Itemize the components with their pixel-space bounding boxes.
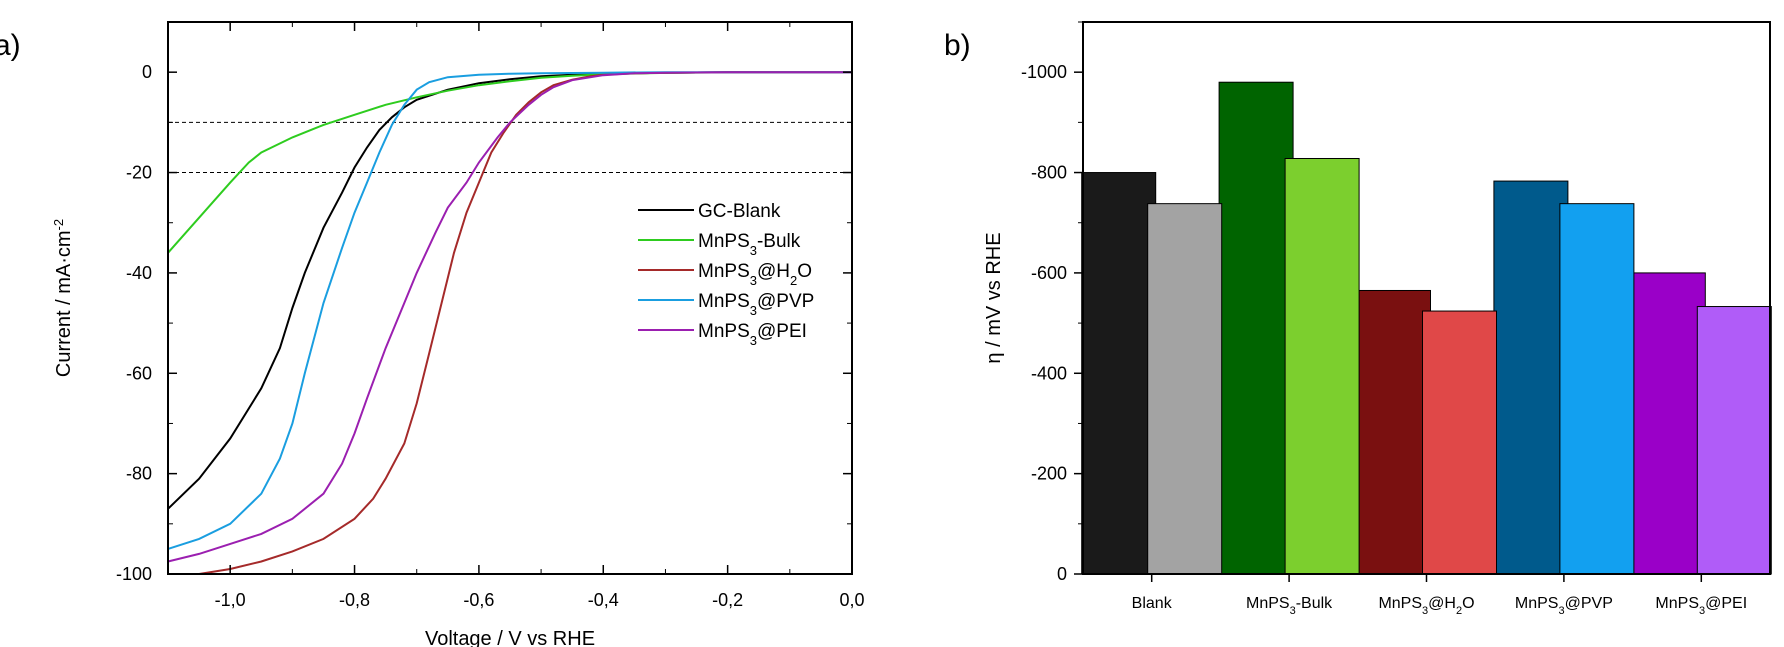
y-tick-label: -60: [126, 363, 152, 383]
category-label-4: MnPS3@PEI: [1655, 595, 1747, 617]
x-tick-label: -0,8: [339, 590, 370, 610]
panel-label-b: b): [944, 29, 971, 62]
y-tick-label: -200: [1031, 464, 1067, 484]
x-tick-label: -0,4: [588, 590, 619, 610]
bar-s0-c2: [1356, 289, 1431, 575]
series-line-3: [167, 71, 852, 550]
y-tick-label: -600: [1031, 263, 1067, 283]
y-tick-label: -100: [116, 564, 152, 584]
y-tick-label: -40: [126, 263, 152, 283]
panel-a-line-chart: a) 0 -20 -40 -60 -80 -100 -1,0 -0,8 -0,6 -0,4 -0,2 0…: [0, 21, 865, 647]
legend-label-2: MnPS3@H2O: [698, 261, 812, 288]
y-tick-label: 0: [1057, 564, 1067, 584]
legend-label-1: MnPS3-Bulk: [698, 231, 801, 258]
y-tick-label: -80: [126, 464, 152, 484]
y-axis-title: η / mV vs RHE: [983, 232, 1005, 363]
series-line-1: [167, 71, 852, 254]
y-tick-label: -1000: [1021, 62, 1067, 82]
bar-s0-c4: [1630, 272, 1706, 575]
category-label-1: MnPS3-Bulk: [1246, 595, 1333, 617]
legend-label-4: MnPS3@PEI: [698, 321, 807, 348]
x-tick-label: 0,0: [839, 590, 864, 610]
series-line-4: [167, 71, 852, 563]
bar-s1-c0: [1147, 203, 1223, 575]
legend-label-3: MnPS3@PVP: [698, 291, 814, 318]
bar-s0-c3: [1493, 180, 1569, 575]
category-label-3: MnPS3@PVP: [1515, 595, 1613, 617]
bar-s1-c1: [1284, 157, 1360, 575]
category-label-2: MnPS3@H2O: [1378, 595, 1474, 617]
bar-s0-c1: [1218, 81, 1294, 575]
x-tick-label: -1,0: [215, 590, 246, 610]
y-tick-label: -400: [1031, 363, 1067, 383]
y-tick-label: -800: [1031, 163, 1067, 183]
x-axis-title: Voltage / V vs RHE: [425, 628, 595, 647]
y-axis-title: Current / mA·cm-2: [51, 219, 76, 377]
panel-b-bar-chart: b) 0 -200 -400 -600 -800 -1000 Blank MnPS3-Bulk M…: [944, 21, 1772, 617]
bar-s1-c2: [1422, 310, 1497, 575]
bar-s0-c0: [1081, 172, 1157, 575]
plot-frame-a: [167, 21, 853, 575]
legend-label-0: GC-Blank: [698, 201, 781, 222]
x-tick-label: -0,6: [463, 590, 494, 610]
y-tick-label: 0: [142, 62, 152, 82]
panel-label-a: a): [0, 29, 21, 62]
bar-s1-c4: [1696, 306, 1772, 575]
y-tick-label: -20: [126, 163, 152, 183]
series-line-2: [198, 71, 852, 575]
bar-s1-c3: [1559, 203, 1635, 575]
x-tick-label: -0,2: [712, 590, 743, 610]
category-label-0: Blank: [1132, 595, 1173, 612]
